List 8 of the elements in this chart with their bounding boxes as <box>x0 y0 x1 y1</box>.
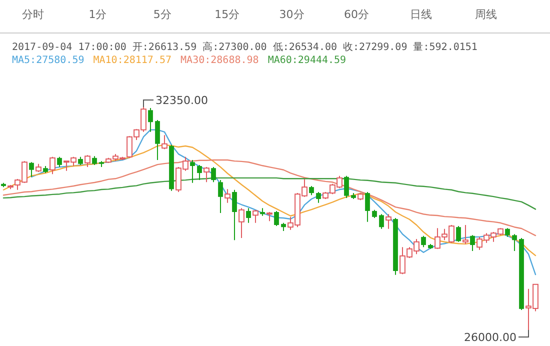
text: MA10:28117.57 <box>93 55 172 66</box>
text: 26000.00 <box>464 331 516 344</box>
chart-subtitle: 2017-09-04 17:00:00 开:26613.59 高:27300.00 低:26534.00 收:27299.09 量:592.0151 <box>12 41 478 53</box>
tabs: 分时 1分 5分 15分 30分 60分 日线 周线 <box>22 8 497 21</box>
text: 32350.00 <box>156 94 208 107</box>
text: MA60:29444.59 <box>268 55 346 66</box>
text: MA5:27580.59 <box>12 55 84 66</box>
text: MA30:28688.98 <box>180 55 259 66</box>
